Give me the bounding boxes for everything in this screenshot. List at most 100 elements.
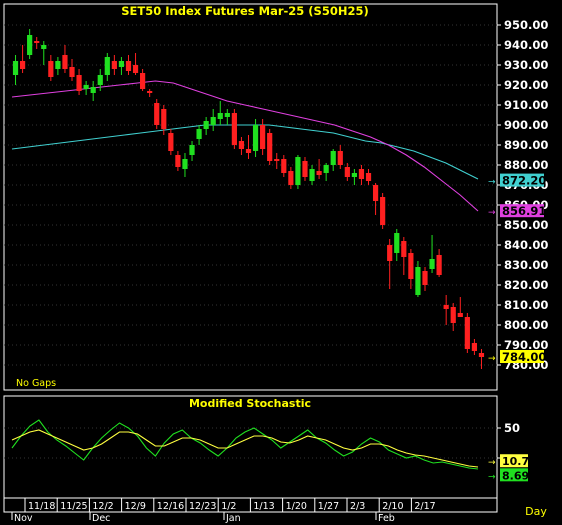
x-tick-label: 2/17 [414,501,435,512]
candle-body [118,61,125,67]
price-tags: → 872.20 → 856.91 → 784.00 [488,173,546,364]
candle-body [111,61,117,69]
candle [203,117,209,135]
candle-body [140,73,146,89]
stochastic-tags: → 8.69 → 10.77 [488,454,537,482]
candle-body [281,159,287,173]
chart-title: SET50 Index Futures Mar-25 (S50H25) [121,4,368,18]
candle [224,109,230,125]
candle-body [41,45,47,49]
candle-body [471,343,478,351]
candle-body [464,317,470,349]
period-label: Day [525,505,547,518]
candle-body [372,185,379,201]
candle [429,235,435,273]
candle-body [97,75,103,85]
x-tick-label: 2/3 [350,501,365,512]
candle [323,163,329,181]
candle-body [196,129,202,139]
candle [147,89,153,97]
month-label: Feb [378,513,395,524]
candle [309,165,315,185]
candle-body [429,259,435,269]
stochastic-tag-arrow: → [488,458,496,468]
stochastic-tag-box [500,468,528,482]
candle [132,53,139,75]
candle [27,29,33,59]
candle-body [394,233,400,253]
price-tick-label: 900.00 [504,118,548,132]
candle [295,155,301,189]
price-tick-label: 830.00 [504,258,548,272]
price-tick-label: 950.00 [504,18,548,32]
candle-body [62,55,68,69]
candle [408,249,414,289]
candle-body [147,91,153,93]
candle [245,135,252,159]
candle [104,53,110,81]
candle-body [48,61,54,77]
candle [457,297,463,317]
ma-long-line [11,124,479,180]
candle-body [443,305,449,309]
candle-body [267,133,273,161]
candle [196,125,202,145]
candle-body [27,35,33,55]
candle [471,339,478,355]
candle-body [125,61,132,71]
candle-body [380,197,386,225]
month-labels: Nov Dec Jan Feb [11,512,395,524]
candle [351,169,357,185]
candle [316,159,322,179]
stochastic-tag-arrow: → [488,472,496,482]
candle [111,55,117,75]
candle-body [330,151,336,165]
candle [380,193,386,229]
candle-body [344,167,350,177]
stochastic-d-line [11,429,479,468]
candle-body [161,109,167,129]
candle [140,69,146,91]
candle [401,237,407,275]
candlestick-series [12,29,485,369]
candle [281,155,287,177]
candle [69,59,75,81]
candle [168,129,174,155]
candle-body [436,255,442,275]
x-tick-label: 1/27 [318,501,339,512]
candle-body [104,57,110,75]
candle-body [401,241,407,257]
candle [436,249,442,277]
candle [12,55,19,85]
price-tick-label: 890.00 [504,138,548,152]
candle-body [450,307,456,323]
candle [344,163,350,181]
candle [238,137,245,155]
candle [267,129,273,165]
price-tick-label: 850.00 [504,218,548,232]
candle-body [365,173,372,181]
candle-body [337,151,343,165]
price-panel: 780.00790.00800.00810.00820.00830.00840.… [3,3,548,391]
candle-body [358,169,365,179]
candle [372,183,379,215]
month-label: Jan [225,513,241,524]
candle-body [189,145,195,155]
ma-short-tag-box [500,204,544,218]
x-tick-label: 12/9 [125,501,146,512]
candle [55,57,61,75]
candle-body [415,267,421,295]
x-tick-label: 1/2 [221,501,236,512]
candle-body [422,271,428,285]
candle-body [245,149,252,153]
candle [182,153,188,177]
candle-body [76,75,82,91]
candle [394,229,400,261]
candle [288,167,294,189]
stochastic-k-line [11,419,479,470]
candle [302,157,308,181]
candle-body [351,173,357,177]
candle [118,57,125,75]
month-label: Dec [92,513,110,524]
